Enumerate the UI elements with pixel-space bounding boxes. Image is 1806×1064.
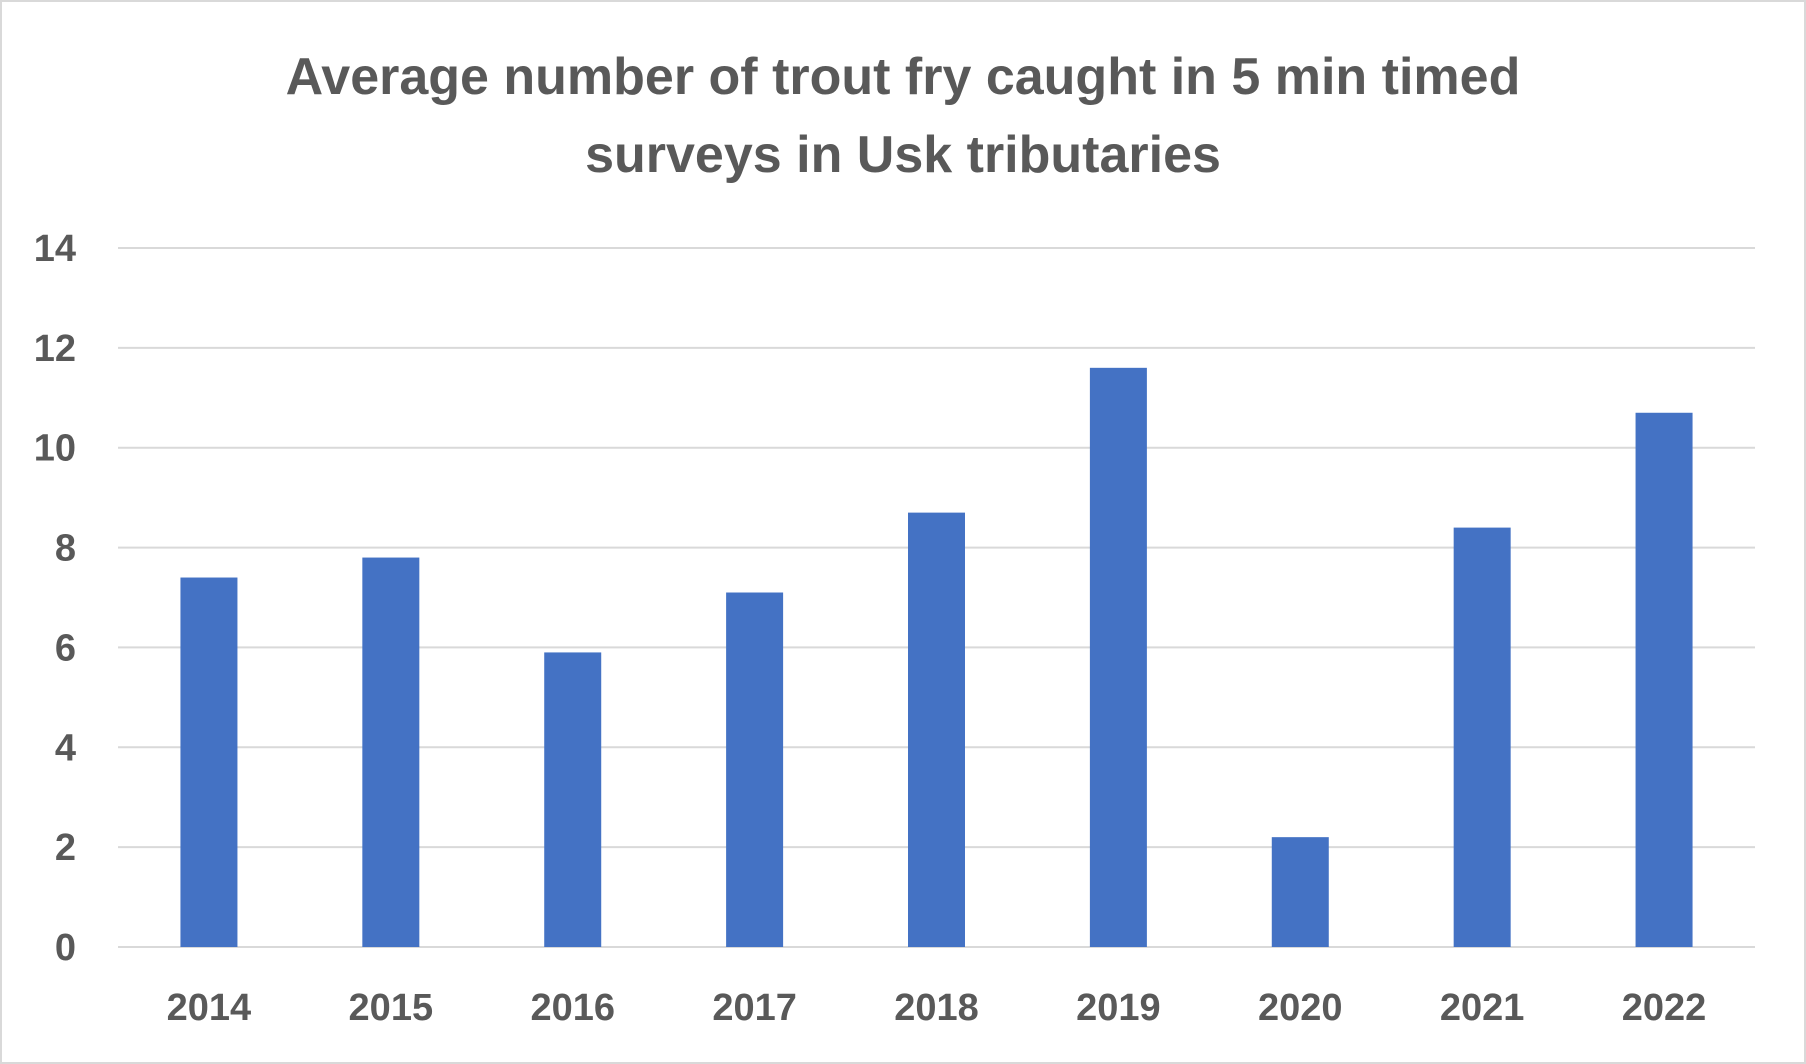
x-tick-label-2022: 2022 [1622,987,1707,1029]
x-tick-label-2018: 2018 [894,987,979,1029]
x-tick-label-2016: 2016 [530,987,615,1029]
x-tick-label-2017: 2017 [712,987,797,1029]
y-tick-label: 4 [55,727,76,769]
x-tick-label-2020: 2020 [1258,987,1343,1029]
bar-2015 [362,557,420,947]
chart-title: Average number of trout fry caught in 5 … [0,38,1806,194]
bar-2020 [1271,837,1329,947]
y-tick-label: 12 [34,328,76,370]
y-tick-label: 0 [55,927,76,969]
x-axis-tick-labels: 2014 2015 2016 2017 2018 2019 2020 2021 2022 [167,987,1707,1029]
x-tick-label-2019: 2019 [1076,987,1161,1029]
bar-2016 [544,652,602,947]
bar-2019 [1089,367,1147,947]
bar-2018 [908,512,965,947]
y-tick-label: 6 [55,627,76,669]
bar-2014 [180,577,238,947]
y-tick-label: 14 [34,228,76,270]
y-tick-label: 8 [55,528,76,570]
x-tick-label-2015: 2015 [349,987,434,1029]
chart-title-line-2: surveys in Usk tributaries [585,126,1221,184]
y-axis-tick-labels: 0 2 4 6 8 10 12 14 [34,228,76,969]
y-tick-label: 10 [34,428,76,470]
y-tick-label: 2 [55,827,76,869]
bar-2017 [726,592,784,947]
bar-2021 [1453,527,1511,947]
bar-series [180,367,1693,947]
x-tick-label-2014: 2014 [167,987,252,1029]
bar-2022 [1635,412,1693,947]
x-tick-label-2021: 2021 [1440,987,1525,1029]
chart-title-line-1: Average number of trout fry caught in 5 … [285,48,1521,106]
